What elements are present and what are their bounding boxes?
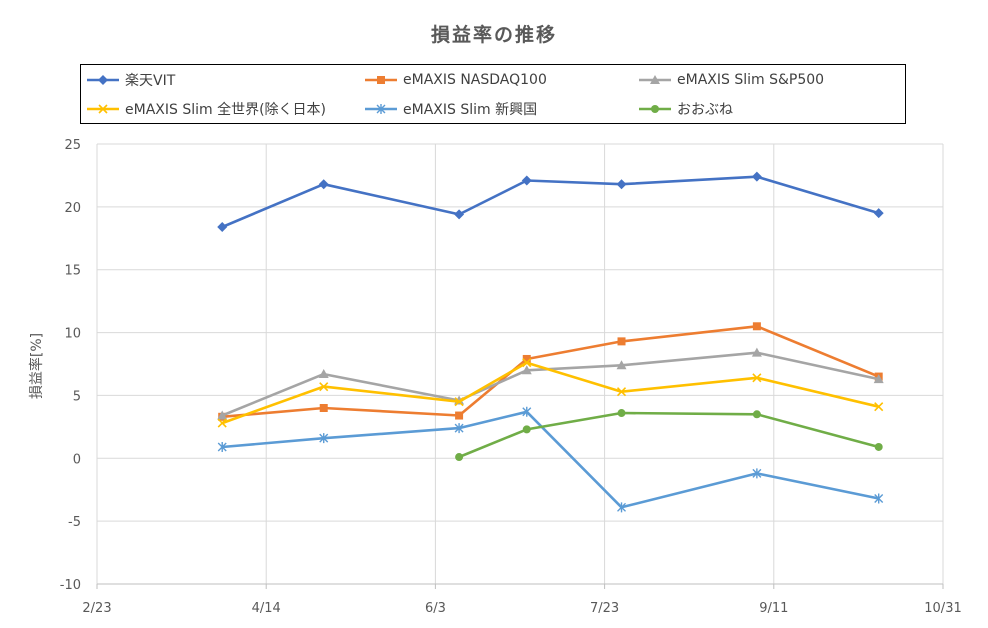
legend-item-all-country[interactable]: eMAXIS Slim 全世界(除く日本): [85, 99, 326, 119]
data-point: [522, 425, 531, 434]
series-line: [221, 361, 880, 425]
data-point: [617, 502, 627, 513]
x-tick-label: 10/31: [924, 601, 961, 616]
data-point: [455, 453, 464, 462]
legend-key-x-icon: [87, 104, 119, 114]
data-point: [217, 221, 228, 232]
x-tick-label: 9/11: [759, 601, 788, 616]
data-point: [873, 208, 884, 219]
chart-title: 損益率の推移: [430, 24, 557, 46]
series-line: [222, 324, 880, 419]
legend-marker: [376, 104, 386, 114]
data-point: [616, 360, 627, 370]
legend-label: eMAXIS Slim S&P500: [677, 72, 825, 88]
data-point: [874, 442, 883, 451]
data-point: [617, 337, 626, 346]
legend-key-circle-icon: [639, 105, 671, 113]
data-point: [522, 358, 532, 368]
data-point: [617, 409, 626, 418]
legend-item-rakuten-vit[interactable]: 楽天VIT: [85, 70, 175, 90]
legend-marker: [650, 75, 660, 84]
data-point: [751, 171, 762, 182]
x-tick-label: 4/14: [252, 601, 281, 616]
data-point: [217, 410, 228, 420]
data-point: [616, 387, 627, 397]
legend-label: eMAXIS NASDAQ100: [403, 72, 547, 88]
y-tick-label: 15: [64, 264, 81, 279]
data-point: [217, 418, 227, 428]
data-point: [318, 369, 329, 379]
legend-marker: [98, 75, 108, 85]
data-point: [318, 179, 329, 190]
series-4: [217, 406, 884, 513]
legend-item-emerging[interactable]: eMAXIS Slim 新興国: [363, 99, 537, 119]
data-point: [751, 347, 762, 357]
data-point: [521, 365, 532, 375]
data-point: [616, 179, 627, 190]
data-point: [319, 433, 329, 444]
data-point: [522, 406, 532, 417]
data-point: [454, 209, 465, 220]
y-tick-label: 5: [73, 389, 81, 404]
legend-label: eMAXIS Slim 新興国: [403, 102, 538, 118]
legend-key-triangle-icon: [639, 75, 671, 84]
series-0: [217, 171, 884, 232]
data-point: [319, 382, 329, 392]
y-tick-label: -5: [68, 515, 81, 530]
data-point: [752, 373, 762, 383]
series-layer: [217, 171, 884, 513]
legend-marker: [377, 76, 385, 84]
legend-item-oobune[interactable]: おおぶね: [637, 99, 733, 119]
legend-marker: [98, 104, 108, 114]
data-point: [521, 175, 532, 186]
legend-key-diamond-icon: [87, 75, 119, 85]
legend-label: eMAXIS Slim 全世界(除く日本): [125, 102, 327, 118]
data-point: [217, 441, 227, 452]
series-1: [218, 322, 883, 421]
data-point: [522, 354, 531, 363]
legend-key-star-icon: [365, 104, 397, 114]
data-point: [455, 411, 464, 420]
y-tick-label: 10: [64, 327, 81, 342]
data-point: [454, 423, 464, 434]
data-point: [752, 322, 761, 331]
y-axis-label: 損益率[%]: [28, 333, 45, 399]
data-point: [874, 402, 884, 412]
data-point: [873, 374, 884, 384]
y-tick-label: 25: [64, 138, 81, 153]
legend-item-nasdaq100[interactable]: eMAXIS NASDAQ100: [363, 70, 547, 90]
series-2: [217, 347, 884, 420]
x-tick-label: 2/23: [82, 601, 111, 616]
data-point: [319, 404, 328, 412]
legend-item-sp500[interactable]: eMAXIS Slim S&P500: [637, 70, 824, 90]
legend-label: おおぶね: [677, 102, 733, 118]
y-tick-label: -10: [60, 578, 81, 593]
series-5: [455, 409, 883, 462]
axis-layer: 25 20 15 10 5 0 -5 -102/23 4/14 6/3 7/23 9/11 10/31: [60, 138, 962, 616]
series-line: [458, 411, 880, 459]
chart-legend[interactable]: 楽天VIT eMAXIS NASDAQ100 eMAXIS Slim S&P50…: [80, 64, 906, 124]
data-point: [752, 468, 762, 479]
x-tick-label: 7/23: [590, 601, 619, 616]
data-point: [874, 493, 884, 504]
legend-key-square-icon: [365, 76, 397, 84]
legend-marker: [651, 105, 659, 113]
data-point: [752, 410, 761, 419]
series-3: [217, 358, 884, 428]
legend-label: 楽天VIT: [125, 73, 176, 89]
y-tick-label: 0: [73, 452, 81, 467]
y-tick-label: 20: [64, 201, 81, 216]
data-point: [454, 397, 464, 407]
x-tick-label: 6/3: [425, 601, 446, 616]
